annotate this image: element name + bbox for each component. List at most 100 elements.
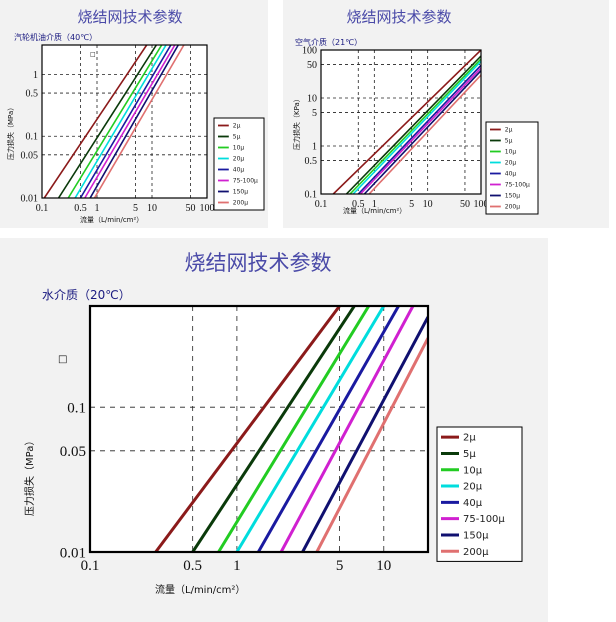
legend-label-3: 10μ [505,149,517,156]
medium-label: 水介质（20℃） [42,288,131,302]
chart-panel-water: 烧结网技术参数 水介质（20℃） 0.1 0.5 1 5 10 0.1 0.05 0.01 □ 流量（… [0,238,548,622]
series-line-7 [301,316,428,552]
legend-label-7: 150μ [463,530,489,541]
legend-label-8: 200μ [463,547,489,558]
y-tick-label: 0.1 [305,190,318,201]
series-line-1 [154,306,341,552]
y-tick-label: 100 [302,46,317,57]
legend-label-3: 10μ [463,465,483,476]
x-tick-label: 0.5 [74,203,87,214]
x-tick-label: 5 [409,199,414,210]
legend-box [485,121,539,215]
legend-label-5: 40μ [505,171,517,178]
series-line-2 [345,55,481,194]
chart-title: 烧结网技术参数 [346,8,451,26]
plot-area [321,50,481,194]
plot-marker-label: □ [58,354,67,365]
legend-label-6: 75-100μ [463,514,505,525]
x-tick-label: 0.1 [315,199,328,210]
x-axis-label: 流量（L/min/cm²） [343,206,406,215]
x-tick-label: 10 [376,558,391,574]
series-line-5 [79,45,172,198]
x-tick-label: 10 [147,203,157,214]
series-line-4 [352,60,481,194]
series-line-2 [191,306,356,552]
series-line-8 [315,337,428,552]
chart-panel-oil: 烧结网技术参数 汽轮机油介质（40℃） 0.1 0.5 1 5 10 50 100 1 0.5 0.1… [0,0,268,228]
legend-label-5: 40μ [463,498,483,509]
y-tick-label: 0.05 [21,150,39,161]
y-tick-label: 0.1 [26,132,39,143]
legend-label-6: 75-100μ [505,182,530,189]
legend-label-1: 2μ [233,123,241,130]
legend-box [213,117,265,211]
medium-label: 空气介质（21℃） [295,37,362,47]
y-tick-label: 0.05 [60,444,86,460]
y-tick-label: 1 [33,70,38,81]
y-tick-label: 0.1 [67,400,86,416]
x-tick-label: 5 [336,558,344,574]
series-line-4 [74,45,167,198]
series-line-6 [279,306,415,552]
x-tick-label: 100 [474,199,489,210]
chart-title: 烧结网技术参数 [185,251,332,275]
series-line-8 [368,74,481,194]
series-line-3 [349,58,481,194]
legend-label-2: 5μ [463,449,476,460]
legend-label-7: 150μ [233,189,248,196]
legend-label-6: 75-100μ [233,178,258,185]
x-tick-label: 10 [423,199,433,210]
y-tick-label: 0.5 [26,89,39,100]
series-line-7 [363,70,481,194]
series-line-3 [67,45,163,198]
legend-label-1: 2μ [463,433,476,444]
x-tick-label: 0.1 [36,203,49,214]
legend-label-4: 20μ [463,482,483,493]
y-tick-label: 5 [312,108,317,119]
chart-panel-air: 烧结网技术参数 空气介质（21℃） 0.1 0.5 1 5 10 50 100 100 50 10 5 1… [283,0,609,228]
y-axis-label: 压力损失（MPa） [6,104,15,160]
x-tick-label: 1 [233,558,241,574]
x-axis-label: 流量（L/min/cm²） [80,215,143,224]
medium-label: 汽轮机油介质（40℃） [14,32,97,42]
legend-label-8: 200μ [505,204,520,211]
chart-title: 烧结网技术参数 [77,8,182,26]
legend-label-8: 200μ [233,200,248,207]
y-tick-label: 0.01 [21,194,39,205]
series-line-3 [217,306,371,552]
plot-area [42,45,207,198]
x-tick-label: 100 [200,203,215,214]
x-tick-label: 0.5 [183,558,202,574]
legend-label-3: 10μ [233,145,245,152]
y-tick-label: 50 [307,60,317,71]
plot-frame [320,49,482,195]
x-tick-label: 0.1 [81,558,100,574]
series-line-2 [57,45,158,198]
legend-label-1: 2μ [505,127,513,134]
legend-label-7: 150μ [505,193,520,200]
legend-label-2: 5μ [505,138,513,145]
legend-label-4: 20μ [233,156,245,163]
x-tick-label: 50 [185,203,195,214]
series-line-7 [89,45,179,198]
x-tick-label: 0.5 [352,199,365,210]
legend-box [436,426,523,562]
y-tick-label: 1 [312,142,317,153]
x-tick-label: 5 [133,203,138,214]
plot-marker-label: □ [90,51,96,58]
series-line-1 [43,45,148,198]
series-line-6 [84,45,176,198]
series-line-5 [357,64,481,194]
plot-frame [88,304,430,554]
legend-label-5: 40μ [233,167,245,174]
y-tick-label: 0.01 [60,545,86,561]
x-tick-label: 1 [372,199,377,210]
series-line-8 [93,45,185,198]
y-tick-label: 10 [307,94,317,105]
y-axis-label: 压力损失（MPa） [23,436,36,516]
plot-frame [41,44,208,199]
legend-label-2: 5μ [233,134,241,141]
